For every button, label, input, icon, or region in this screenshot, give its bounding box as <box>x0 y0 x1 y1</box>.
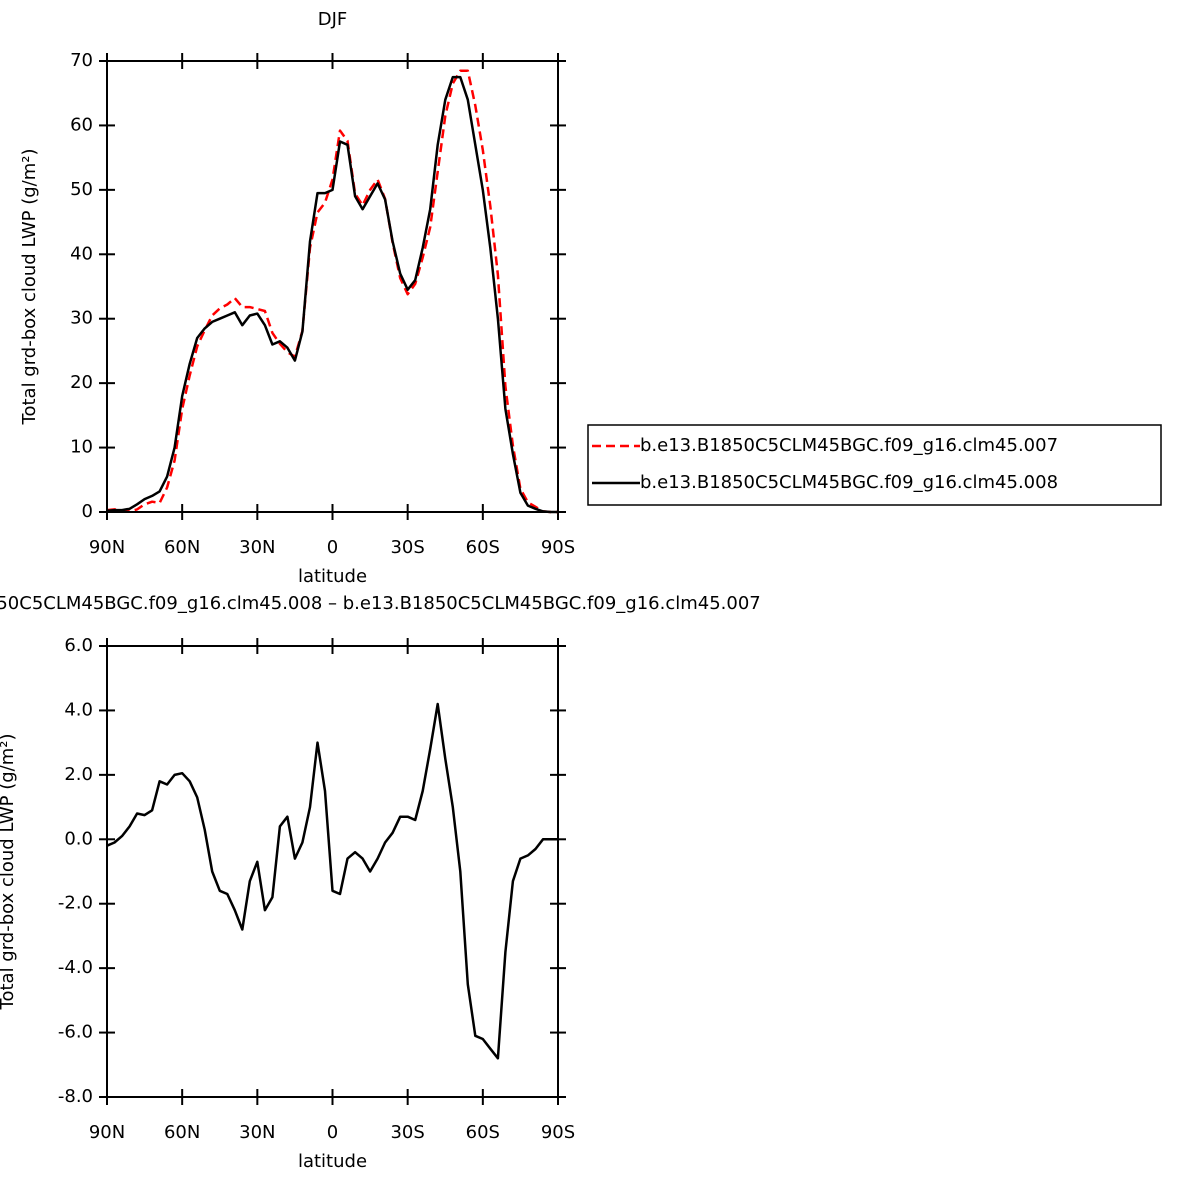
y-tick-label: -8.0 <box>58 1086 93 1107</box>
y-tick-label: 0.0 <box>64 828 93 849</box>
x-tick-label: 60S <box>466 1122 500 1143</box>
y-axis-label: Total grd-box cloud LWP (g/m²) <box>0 734 18 1011</box>
x-axis-label: latitude <box>298 566 367 587</box>
y-tick-label: 0 <box>82 501 93 522</box>
x-tick-label: 30S <box>390 1122 424 1143</box>
y-tick-label: -4.0 <box>58 957 93 978</box>
x-tick-label: 90N <box>89 537 125 558</box>
x-tick-label: 90S <box>541 537 575 558</box>
plot-frame <box>106 645 559 1098</box>
y-tick-label: -2.0 <box>58 893 93 914</box>
y-tick-label: 2.0 <box>64 764 93 785</box>
x-tick-label: 0 <box>327 1122 338 1143</box>
x-tick-label: 90N <box>89 1122 125 1143</box>
y-tick-label: 40 <box>70 243 93 264</box>
series-line <box>106 75 558 514</box>
y-tick-label: 20 <box>70 372 93 393</box>
y-axis-label: Total grd-box cloud LWP (g/m²) <box>19 149 40 426</box>
x-tick-label: 30S <box>390 537 424 558</box>
x-tick-label: 0 <box>327 537 338 558</box>
chart-title: DJF <box>318 9 348 30</box>
y-tick-label: 50 <box>70 179 93 200</box>
plot-frame <box>106 60 559 513</box>
legend-label: b.e13.B1850C5CLM45BGC.f09_g16.clm45.008 <box>640 472 1058 493</box>
y-tick-label: -6.0 <box>58 1022 93 1043</box>
y-tick-label: 70 <box>70 50 93 71</box>
x-axis-label: latitude <box>298 1151 367 1172</box>
y-tick-label: 30 <box>70 308 93 329</box>
y-tick-label: 6.0 <box>64 635 93 656</box>
legend-box <box>587 424 1162 506</box>
series-line <box>106 702 558 1060</box>
x-tick-label: 30N <box>239 537 275 558</box>
x-tick-label: 30N <box>239 1122 275 1143</box>
y-tick-label: 10 <box>70 437 93 458</box>
legend-label: b.e13.B1850C5CLM45BGC.f09_g16.clm45.007 <box>640 435 1058 456</box>
x-tick-label: 90S <box>541 1122 575 1143</box>
x-tick-label: 60N <box>164 1122 200 1143</box>
y-tick-label: 60 <box>70 114 93 135</box>
x-tick-label: 60N <box>164 537 200 558</box>
chart-title: b.e13.B1850C5CLM45BGC.f09_g16.clm45.008 … <box>0 593 761 614</box>
x-tick-label: 60S <box>466 537 500 558</box>
series-line <box>106 69 558 514</box>
y-tick-label: 4.0 <box>64 699 93 720</box>
